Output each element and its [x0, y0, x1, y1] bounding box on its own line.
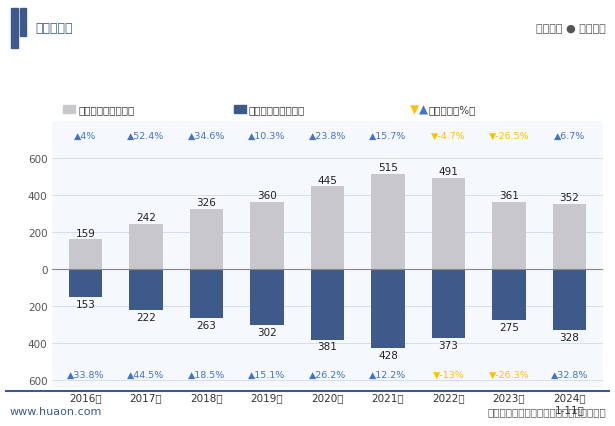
Bar	[250, 203, 284, 269]
Text: 263: 263	[197, 320, 216, 330]
Text: 381: 381	[317, 342, 338, 351]
Bar	[371, 269, 405, 348]
Bar	[69, 269, 102, 298]
Text: 159: 159	[76, 228, 95, 238]
Bar	[432, 178, 465, 269]
Text: ▲32.8%: ▲32.8%	[551, 370, 588, 379]
Bar	[311, 187, 344, 269]
Bar	[69, 240, 102, 269]
Bar	[432, 269, 465, 338]
Text: 445: 445	[317, 175, 338, 185]
Text: 进口总额（亿美元）: 进口总额（亿美元）	[249, 105, 305, 115]
Bar	[493, 203, 526, 269]
Text: ▲: ▲	[419, 103, 428, 116]
Text: ▼-13%: ▼-13%	[432, 370, 464, 379]
Text: ▲15.7%: ▲15.7%	[370, 132, 407, 141]
Text: 华经情报网: 华经情报网	[36, 22, 73, 35]
Text: ▲4%: ▲4%	[74, 132, 97, 141]
Text: ▲44.5%: ▲44.5%	[127, 370, 165, 379]
Text: ▲6.7%: ▲6.7%	[554, 132, 585, 141]
Bar	[311, 269, 344, 340]
Text: ▼-26.3%: ▼-26.3%	[488, 370, 530, 379]
Text: 361: 361	[499, 191, 519, 201]
Text: 373: 373	[438, 340, 458, 350]
Text: 326: 326	[197, 197, 216, 207]
Text: www.huaon.com: www.huaon.com	[9, 406, 101, 417]
Text: ▲15.1%: ▲15.1%	[248, 370, 285, 379]
Bar	[371, 174, 405, 269]
Text: 242: 242	[136, 213, 156, 223]
Bar	[20, 9, 26, 37]
Text: 328: 328	[560, 332, 579, 342]
Bar	[234, 106, 246, 114]
Text: 专业严谨 ● 客观科学: 专业严谨 ● 客观科学	[536, 24, 606, 34]
Bar	[63, 106, 76, 114]
Text: 153: 153	[76, 299, 95, 309]
Text: 275: 275	[499, 322, 519, 332]
Text: ▲23.8%: ▲23.8%	[309, 132, 346, 141]
Text: 428: 428	[378, 350, 398, 360]
Text: ▼: ▼	[410, 103, 419, 116]
Bar	[129, 225, 162, 269]
Text: ▼-4.7%: ▼-4.7%	[431, 132, 466, 141]
Bar	[553, 269, 586, 330]
Text: ▲33.8%: ▲33.8%	[67, 370, 105, 379]
Text: 出口总额（亿美元）: 出口总额（亿美元）	[79, 105, 135, 115]
Bar	[190, 209, 223, 269]
Text: 数据来源：中国海关；华经产业研究院整理: 数据来源：中国海关；华经产业研究院整理	[487, 406, 606, 417]
Text: ▲26.2%: ▲26.2%	[309, 370, 346, 379]
Bar	[11, 9, 18, 49]
Text: 302: 302	[257, 327, 277, 337]
Text: ▲52.4%: ▲52.4%	[127, 132, 165, 141]
Text: 352: 352	[560, 193, 579, 202]
Text: ▲34.6%: ▲34.6%	[188, 132, 225, 141]
Text: ▼-26.5%: ▼-26.5%	[489, 132, 530, 141]
Text: 2016-2024年11月四川省外商投资企业进、出口额: 2016-2024年11月四川省外商投资企业进、出口额	[155, 69, 460, 87]
Text: ▲12.2%: ▲12.2%	[370, 370, 407, 379]
Text: 491: 491	[438, 167, 458, 177]
Text: ▲10.3%: ▲10.3%	[248, 132, 286, 141]
Bar	[493, 269, 526, 320]
Text: 360: 360	[257, 191, 277, 201]
Text: 222: 222	[136, 312, 156, 322]
Bar	[250, 269, 284, 325]
Text: ▲18.5%: ▲18.5%	[188, 370, 225, 379]
Bar	[190, 269, 223, 318]
Text: 同比增速（%）: 同比增速（%）	[429, 105, 476, 115]
Bar	[553, 204, 586, 269]
Bar	[129, 269, 162, 311]
Text: 515: 515	[378, 162, 398, 172]
